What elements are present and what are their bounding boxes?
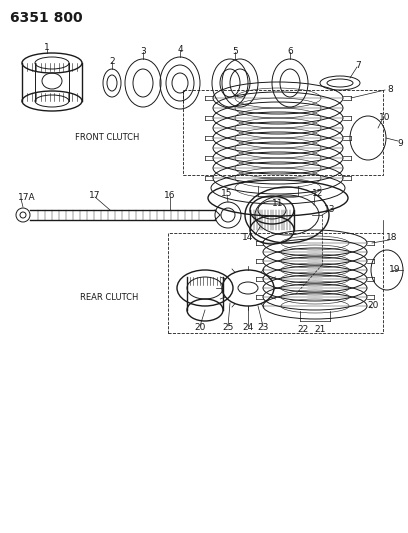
Text: FRONT CLUTCH: FRONT CLUTCH: [75, 133, 140, 142]
Text: 18: 18: [386, 233, 398, 243]
Text: 10: 10: [379, 114, 391, 123]
Text: 13: 13: [324, 206, 336, 214]
Text: 22: 22: [297, 325, 308, 334]
Text: 11: 11: [272, 198, 284, 207]
Bar: [168, 233, 383, 333]
Text: REAR CLUTCH: REAR CLUTCH: [80, 294, 138, 303]
Text: 20: 20: [194, 324, 206, 333]
Text: 17A: 17A: [18, 192, 35, 201]
Text: 16: 16: [164, 190, 176, 199]
Text: 4: 4: [177, 44, 183, 53]
Text: 19: 19: [389, 265, 401, 274]
Text: 6351 800: 6351 800: [10, 11, 83, 25]
Text: 23: 23: [257, 324, 269, 333]
Bar: [183, 90, 383, 175]
Text: 21: 21: [314, 325, 326, 334]
Text: 1: 1: [44, 43, 50, 52]
Text: 14: 14: [242, 232, 254, 241]
Text: 24: 24: [242, 324, 254, 333]
Text: 6: 6: [287, 46, 293, 55]
Text: 17: 17: [89, 190, 101, 199]
Text: 5: 5: [232, 46, 238, 55]
Text: 3: 3: [140, 46, 146, 55]
Text: 12: 12: [312, 189, 324, 198]
Text: 9: 9: [397, 139, 403, 148]
Text: 8: 8: [387, 85, 393, 94]
Text: 2: 2: [109, 56, 115, 66]
Text: 15: 15: [221, 189, 233, 198]
Text: 25: 25: [222, 324, 234, 333]
Text: 7: 7: [355, 61, 361, 69]
Text: 20: 20: [367, 302, 379, 311]
